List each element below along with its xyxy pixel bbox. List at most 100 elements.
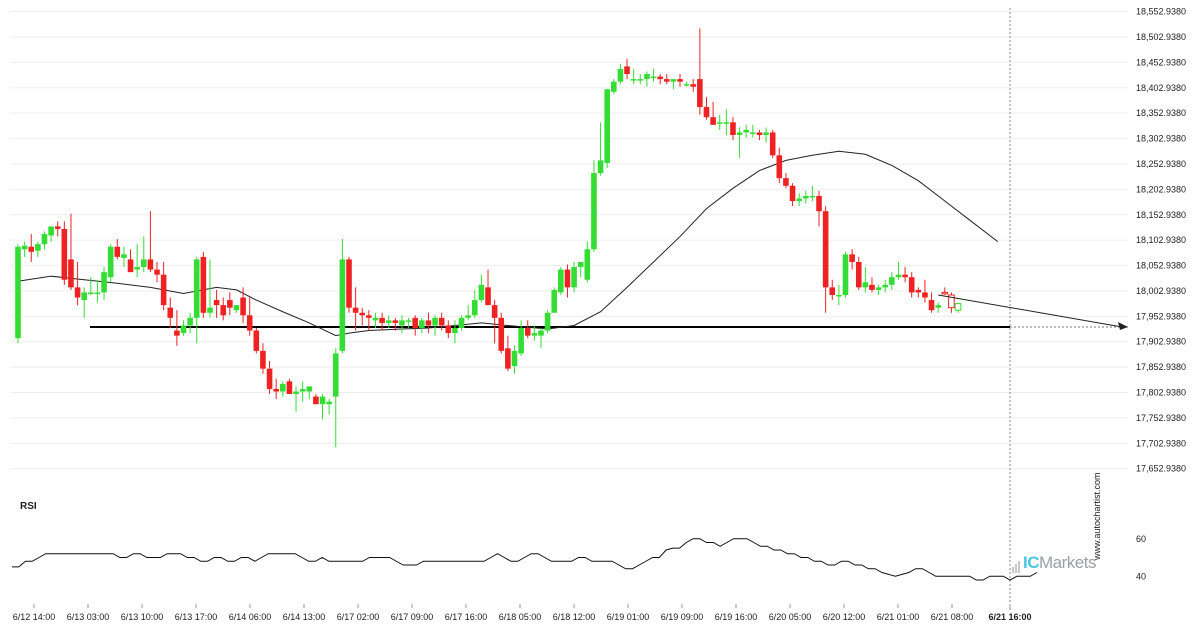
- time-tick-label: 6/17 16:00: [445, 612, 488, 622]
- candle-body: [246, 315, 253, 331]
- time-tick-label: 6/14 13:00: [283, 612, 326, 622]
- candle: [531, 325, 538, 341]
- candle: [61, 221, 68, 285]
- candle-body: [266, 368, 273, 389]
- candle: [293, 386, 299, 412]
- candle: [650, 68, 657, 82]
- candle-body: [392, 320, 399, 323]
- candle-body: [200, 256, 207, 313]
- candle-body: [299, 388, 306, 392]
- candle-body: [233, 305, 240, 311]
- candle-body: [577, 261, 584, 268]
- candle-body: [922, 292, 928, 298]
- forecast-candle-body: [941, 291, 949, 295]
- forecast-candle-body: [954, 303, 962, 311]
- candle-body: [769, 132, 776, 156]
- candle: [48, 226, 54, 242]
- candle-body: [352, 307, 359, 313]
- candle: [405, 317, 412, 328]
- candle: [346, 256, 352, 313]
- candle: [816, 190, 822, 227]
- candle-body: [88, 292, 94, 294]
- candle: [783, 173, 789, 189]
- candle-body: [28, 246, 35, 252]
- candle-body: [140, 259, 147, 268]
- candle: [611, 79, 617, 95]
- candle-body: [319, 396, 326, 405]
- candle: [174, 310, 180, 346]
- candle: [134, 244, 140, 278]
- forecast-candle-body: [948, 294, 955, 309]
- candle: [28, 234, 35, 262]
- candle-body: [750, 132, 756, 134]
- price-tick-label: 18,352.9380: [1136, 108, 1186, 118]
- candle: [670, 79, 677, 90]
- candle-body: [697, 79, 703, 108]
- candle: [683, 81, 690, 87]
- time-tick-label: 6/21 01:00: [877, 612, 920, 622]
- candle-body: [630, 79, 637, 81]
- candle-body: [644, 74, 650, 80]
- candle-body: [41, 234, 48, 245]
- time-tick-label: 6/14 06:00: [229, 612, 272, 622]
- candle: [35, 241, 41, 257]
- autochartist-watermark: www.autochartist.com: [1092, 472, 1102, 560]
- candle: [491, 300, 498, 344]
- candle: [895, 261, 902, 280]
- candle-body: [385, 320, 392, 323]
- candle: [802, 190, 809, 204]
- rsi-title: RSI: [20, 501, 37, 512]
- rsi-panel: RSI 60 40: [12, 501, 1146, 581]
- price-axis: 18,552.9380 18,502.9380 18,452.9380 18,402.…: [1136, 7, 1186, 474]
- forecast-projection: [938, 287, 1128, 330]
- candle: [750, 124, 756, 138]
- candle: [922, 279, 928, 303]
- price-tick-label: 18,102.9380: [1136, 235, 1186, 245]
- candle: [657, 74, 663, 85]
- candle-body: [584, 249, 591, 280]
- time-tick-label: 6/18 05:00: [499, 612, 542, 622]
- candle-body: [379, 317, 385, 323]
- candle: [392, 317, 399, 331]
- candle: [902, 267, 908, 283]
- candle-body: [48, 226, 54, 236]
- candle-body: [611, 81, 617, 92]
- logo-prefix: IC: [1023, 553, 1040, 572]
- candle: [677, 74, 683, 87]
- candle: [227, 292, 233, 316]
- candle: [551, 287, 558, 313]
- candle-body: [121, 254, 127, 258]
- candle-body: [789, 185, 796, 202]
- forecast-candle: [948, 292, 955, 313]
- candle: [200, 251, 207, 318]
- candle: [253, 328, 260, 354]
- candle-body: [591, 173, 597, 250]
- candle: [723, 109, 730, 135]
- candle-body: [505, 348, 511, 369]
- candle-body: [677, 79, 683, 82]
- time-tick-label: 6/20 05:00: [769, 612, 812, 622]
- forecast-candle: [954, 302, 962, 313]
- candle-body: [180, 325, 187, 334]
- candle-body: [756, 132, 763, 135]
- candle-body: [160, 274, 167, 306]
- logo-name: Markets: [1039, 553, 1096, 572]
- candle: [908, 272, 915, 298]
- candle: [438, 312, 445, 331]
- candle-body: [478, 284, 485, 301]
- candle-body: [855, 261, 862, 288]
- candle-body: [928, 300, 935, 311]
- candle: [471, 289, 478, 318]
- candle-body: [127, 259, 134, 273]
- candle-body: [54, 226, 61, 229]
- candle-body: [94, 292, 101, 294]
- candle-body: [458, 317, 465, 328]
- candle-body: [452, 328, 458, 334]
- candle: [809, 185, 816, 202]
- candle: [836, 284, 842, 306]
- candle: [822, 206, 829, 313]
- candle: [544, 310, 551, 334]
- candle: [703, 96, 710, 120]
- time-tick-label: 6/13 10:00: [121, 612, 164, 622]
